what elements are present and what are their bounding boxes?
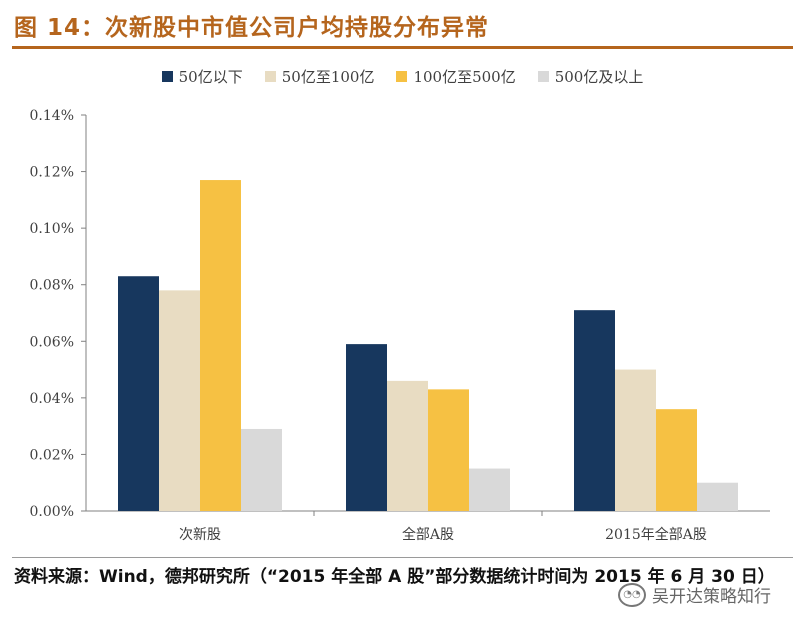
bar: [159, 290, 200, 511]
legend-label: 50亿以下: [178, 68, 243, 86]
bar: [697, 482, 738, 511]
bar: [346, 344, 387, 511]
legend-item: 50亿以下: [161, 66, 243, 87]
legend-swatch-icon: [537, 71, 549, 82]
watermark: ◔◔ 吴开达策略知行: [618, 582, 771, 607]
y-tick-label: 0.02%: [30, 447, 74, 463]
watermark-text: 吴开达策略知行: [652, 587, 771, 607]
bar-chart: 0.00% 0.02% 0.04% 0.06% 0.08% 0.10% 0.12% 0.14%…: [30, 108, 770, 543]
y-tick-label: 0.10%: [30, 221, 74, 237]
legend-item: 100亿至500亿: [396, 66, 516, 87]
bar: [118, 276, 159, 511]
figure-title: 图 14：次新股中市值公司户均持股分布异常: [14, 15, 490, 41]
bar: [656, 409, 697, 511]
source-rule: [12, 557, 793, 558]
bar: [428, 389, 469, 511]
legend-swatch-icon: [396, 71, 408, 82]
y-tick-label: 0.14%: [30, 108, 74, 124]
y-tick-label: 0.00%: [30, 504, 74, 520]
bar: [615, 369, 656, 511]
x-tick-label: 次新股: [179, 527, 221, 543]
legend-item: 50亿至100亿: [264, 66, 375, 87]
y-tick-label: 0.12%: [30, 165, 74, 181]
title-rule: [12, 46, 793, 49]
chart-legend: 50亿以下 50亿至100亿 100亿至500亿 500亿及以上: [0, 66, 805, 87]
bar: [387, 380, 428, 511]
bar: [241, 428, 282, 511]
x-tick-label: 2015年全部A股: [605, 526, 707, 543]
y-tick-label: 0.06%: [30, 334, 74, 350]
y-tick-label: 0.04%: [30, 391, 74, 407]
y-tick-label: 0.08%: [30, 278, 74, 294]
bar: [469, 468, 510, 511]
x-tick-label: 全部A股: [402, 526, 454, 543]
legend-label: 500亿及以上: [554, 68, 644, 86]
legend-label: 50亿至100亿: [281, 68, 375, 86]
bar: [200, 180, 241, 512]
bar: [574, 310, 615, 511]
legend-swatch-icon: [161, 71, 173, 82]
legend-item: 500亿及以上: [537, 66, 644, 87]
legend-label: 100亿至500亿: [413, 68, 516, 86]
legend-swatch-icon: [264, 71, 276, 82]
source-note: 资料来源：Wind，德邦研究所（“2015 年全部 A 股”部分数据统计时间为 …: [14, 567, 775, 587]
wechat-icon: ◔◔: [618, 582, 646, 607]
